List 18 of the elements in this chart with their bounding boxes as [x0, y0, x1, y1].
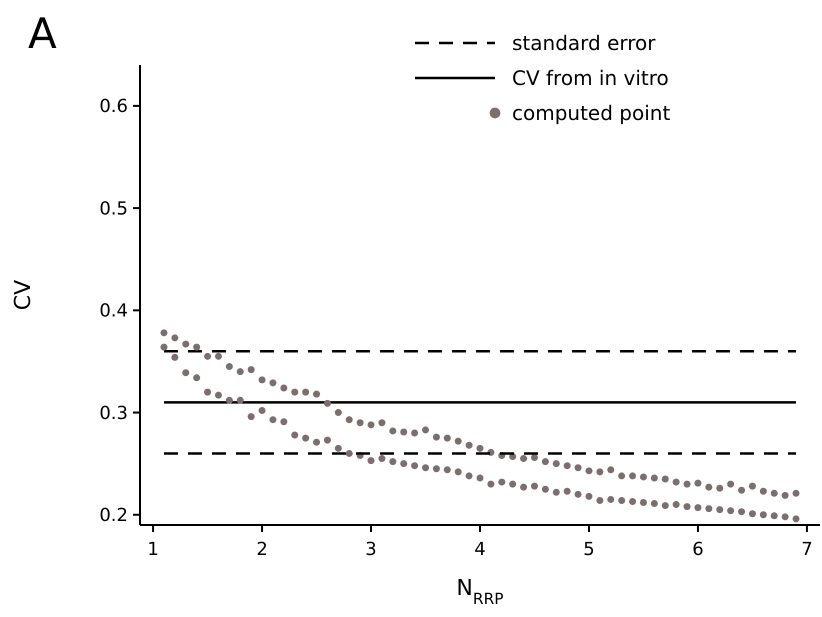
y-axis-title: CV: [11, 280, 36, 310]
legend-label: standard error: [512, 31, 656, 55]
legend-label: CV from in vitro: [512, 66, 669, 90]
x-axis-title: N$_{RRP}$: [456, 576, 504, 608]
x-tick-label: 7: [801, 539, 813, 560]
x-tick-label: 1: [147, 539, 159, 560]
y-tick-label: 0.3: [99, 402, 128, 424]
y-tick-label: 0.5: [99, 198, 128, 220]
x-tick-label: 5: [583, 539, 595, 560]
x-tick-label: 3: [365, 539, 377, 560]
x-tick-label: 4: [474, 539, 486, 560]
x-tick-label: 2: [256, 539, 268, 560]
legend-label: computed point: [512, 101, 670, 125]
text: A: [28, 9, 57, 58]
x-tick-label: 6: [692, 539, 704, 560]
y-tick-label: 0.2: [99, 505, 128, 526]
y-tick-label: 0.4: [99, 300, 128, 322]
y-tick-label: 0.6: [99, 96, 128, 118]
